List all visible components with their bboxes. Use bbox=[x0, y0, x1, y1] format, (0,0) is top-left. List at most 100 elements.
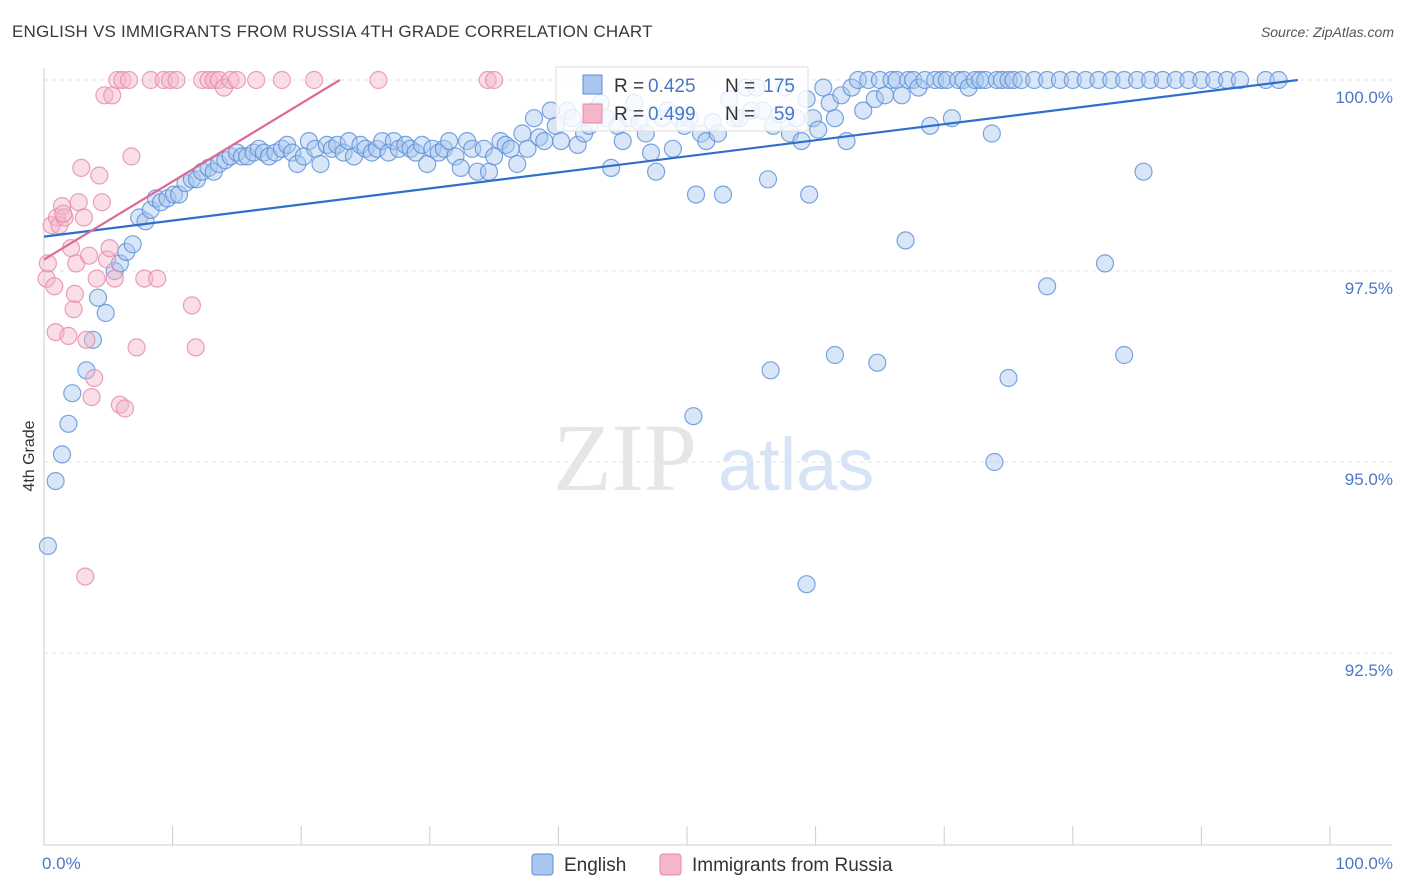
data-point-russia-49 bbox=[227, 70, 246, 90]
data-point-russia-42 bbox=[186, 338, 205, 357]
data-point-english-146 bbox=[875, 86, 895, 105]
data-point-english-4 bbox=[63, 384, 82, 403]
watermark: ZIP atlas bbox=[553, 404, 874, 511]
data-point-english-178 bbox=[1115, 70, 1134, 90]
data-point-english-31 bbox=[232, 147, 252, 166]
data-point-english-194 bbox=[825, 345, 845, 365]
data-point-russia-11 bbox=[64, 300, 83, 319]
data-point-russia-30 bbox=[113, 70, 132, 90]
data-point-russia-51 bbox=[272, 70, 291, 90]
chart-title: ENGLISH VS IMMIGRANTS FROM RUSSIA 4TH GR… bbox=[12, 22, 653, 41]
data-point-english-138 bbox=[832, 86, 851, 105]
data-point-english-68 bbox=[440, 132, 459, 151]
data-point-english-196 bbox=[896, 231, 915, 250]
data-point-russia-34 bbox=[127, 338, 146, 357]
legend-item-russia[interactable]: Immigrants from Russia bbox=[659, 853, 893, 876]
data-point-russia-0 bbox=[37, 269, 56, 288]
data-point-english-2 bbox=[52, 445, 72, 464]
stats-n-label-english: N = bbox=[725, 76, 755, 97]
data-point-english-144 bbox=[865, 89, 884, 109]
data-point-english-169 bbox=[1004, 70, 1023, 90]
data-point-english-165 bbox=[982, 124, 1001, 143]
legend-swatch-russia bbox=[659, 853, 682, 876]
data-point-russia-41 bbox=[182, 296, 201, 315]
data-point-english-1 bbox=[46, 472, 65, 491]
data-point-english-134 bbox=[809, 120, 828, 139]
data-point-english-20 bbox=[169, 185, 189, 204]
data-point-russia-23 bbox=[95, 86, 114, 105]
stats-r-value-english: 0.425 bbox=[648, 76, 696, 97]
data-point-english-185 bbox=[1205, 70, 1224, 90]
data-point-english-177 bbox=[1102, 70, 1121, 90]
x-tick-labels: 0.0% 100.0% bbox=[42, 854, 1393, 873]
data-point-english-69 bbox=[446, 147, 465, 166]
data-point-english-79 bbox=[501, 139, 520, 158]
data-point-english-81 bbox=[513, 124, 532, 143]
data-point-english-173 bbox=[1050, 70, 1070, 90]
data-point-english-201 bbox=[1115, 345, 1134, 365]
data-point-english-199 bbox=[1037, 277, 1057, 296]
data-point-russia-57 bbox=[65, 284, 85, 303]
source-label: Source: ZipAtlas.com bbox=[1260, 24, 1394, 40]
data-point-english-104 bbox=[641, 143, 661, 162]
data-point-english-198 bbox=[999, 368, 1018, 388]
data-point-english-63 bbox=[413, 135, 432, 154]
data-point-english-49 bbox=[334, 143, 353, 162]
data-point-english-105 bbox=[646, 162, 666, 181]
legend-swatch-english bbox=[531, 853, 554, 876]
data-point-english-202 bbox=[1134, 162, 1153, 181]
y-tick-label-2: 95.0% bbox=[1345, 470, 1393, 489]
data-point-english-193 bbox=[800, 185, 819, 204]
legend-label-english: English bbox=[564, 855, 626, 876]
watermark-atlas: atlas bbox=[718, 423, 874, 506]
data-point-english-171 bbox=[1025, 70, 1044, 90]
data-point-russia-55 bbox=[485, 70, 504, 90]
x-tick-label-right: 100.0% bbox=[1335, 854, 1393, 873]
data-point-english-15 bbox=[141, 200, 160, 219]
data-point-russia-26 bbox=[103, 86, 122, 105]
data-point-english-74 bbox=[474, 139, 493, 158]
watermark-zip: ZIP bbox=[553, 404, 697, 511]
data-point-english-137 bbox=[825, 109, 845, 128]
stats-swatch-english bbox=[582, 74, 603, 95]
legend-item-english[interactable]: English bbox=[531, 853, 626, 876]
data-point-russia-40 bbox=[167, 70, 186, 90]
data-point-english-135 bbox=[814, 78, 833, 97]
data-point-russia-35 bbox=[135, 269, 154, 288]
data-point-russia-14 bbox=[72, 158, 91, 177]
data-point-english-125 bbox=[758, 170, 778, 189]
data-point-english-76 bbox=[485, 147, 504, 166]
data-point-english-162 bbox=[965, 70, 985, 90]
data-point-russia-15 bbox=[74, 208, 94, 227]
data-point-english-75 bbox=[479, 162, 499, 181]
data-point-english-175 bbox=[1076, 70, 1095, 90]
data-point-english-6 bbox=[83, 330, 103, 349]
data-point-english-99 bbox=[613, 132, 632, 151]
data-point-english-140 bbox=[842, 78, 861, 97]
data-point-english-184 bbox=[1192, 70, 1211, 90]
data-point-english-182 bbox=[1166, 70, 1185, 90]
data-point-russia-16 bbox=[77, 330, 96, 349]
data-point-english-187 bbox=[1230, 70, 1250, 90]
data-point-english-197 bbox=[985, 452, 1004, 472]
grid-lines bbox=[44, 79, 1392, 654]
data-point-english-141 bbox=[848, 70, 868, 90]
data-point-english-195 bbox=[868, 353, 887, 372]
data-point-english-192 bbox=[797, 575, 816, 594]
data-point-english-174 bbox=[1063, 70, 1082, 90]
data-point-english-168 bbox=[999, 70, 1018, 90]
y-axis-title: 4th Grade bbox=[21, 420, 38, 491]
data-point-russia-48 bbox=[221, 70, 240, 90]
stats-n-value-english: 175 bbox=[763, 76, 795, 97]
x-tick-label-left: 0.0% bbox=[42, 854, 81, 873]
data-point-russia-24 bbox=[97, 250, 117, 269]
data-point-english-5 bbox=[77, 361, 96, 380]
data-point-english-40 bbox=[283, 143, 302, 162]
stats-r-label-english: R = bbox=[614, 76, 644, 97]
data-point-russia-44 bbox=[199, 70, 218, 90]
axes bbox=[43, 68, 1392, 846]
stats-swatch-russia bbox=[582, 103, 603, 124]
data-point-russia-18 bbox=[82, 388, 101, 407]
y-tick-labels: 100.0% 97.5% 95.0% 92.5% bbox=[1335, 88, 1393, 680]
